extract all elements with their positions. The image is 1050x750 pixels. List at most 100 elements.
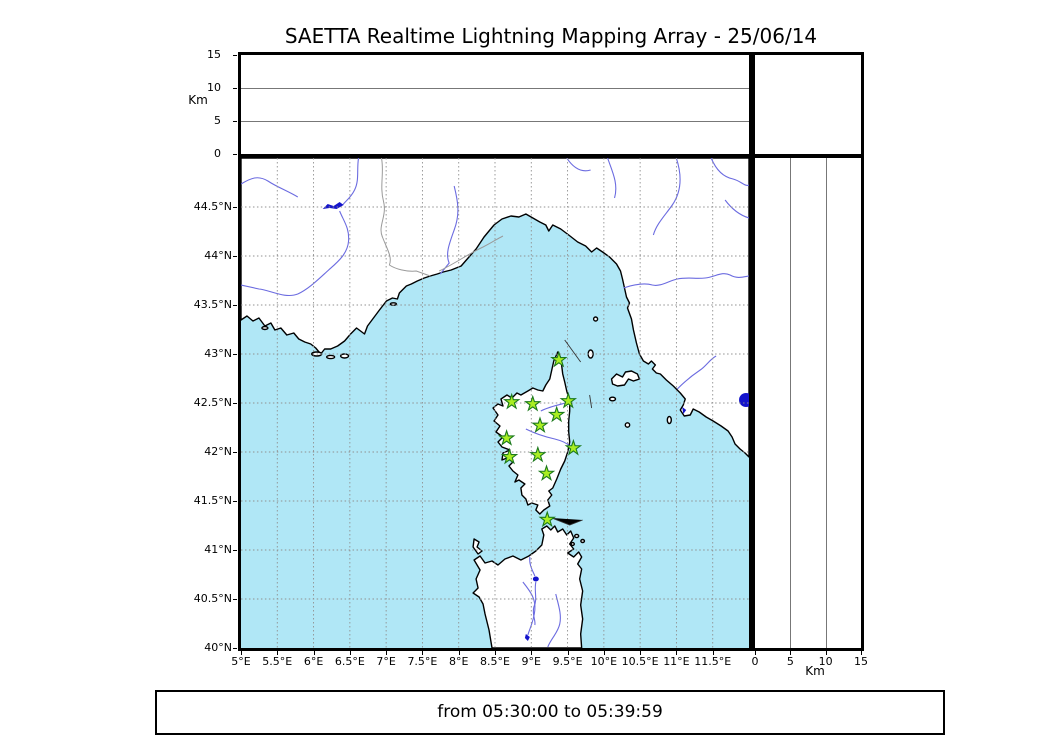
lake-omodeo [524,634,530,641]
river-ombrone [676,355,717,390]
station-marker-8 [564,438,583,456]
river-tavignano [525,428,571,447]
km-tick-label-right: 5 [786,655,794,668]
km-tick-top [233,88,237,89]
lat-tick [233,648,237,649]
sardinia-coast [472,525,584,648]
lon-tick [676,651,678,655]
lake-serre-poncon [322,202,344,209]
island-maddalena-3 [570,541,575,547]
lon-tick-label: 8.5°E [480,655,510,668]
river-arno [623,273,749,289]
altitude-latitude-panel [752,155,864,651]
island-gorgona [592,316,599,322]
rivers [241,158,749,648]
lat-tick-label: 44.5°N [193,200,232,213]
river-po-1 [566,158,591,172]
time-window-text: from 05:30:00 to 05:39:59 [437,702,663,722]
km-tick-right [755,651,756,655]
altitude-histogram-panel [752,52,864,157]
mainland-coast [241,158,749,458]
station-marker-3 [523,394,542,412]
river-po-4 [710,158,749,186]
km-tick-top [233,121,237,122]
km-gridline [825,158,827,648]
lon-tick [313,651,315,655]
lat-tick [233,550,237,551]
lon-tick [712,651,714,655]
station-marker-4 [559,391,578,409]
km-gridline [790,158,792,648]
river-rhone-tributary [241,177,299,198]
island-port-cros [325,354,336,360]
lat-tick [233,452,237,453]
island-maddalena-2 [580,538,586,544]
lma-stations [497,350,583,528]
km-tick-top [233,55,237,56]
time-window-box: from 05:30:00 to 05:39:59 [155,690,945,735]
lon-tick [531,651,533,655]
km-tick-label-top: 5 [214,114,221,127]
lagoon-orbetello [682,407,687,414]
lake-bolsena [739,393,749,407]
river-durance-upper [342,158,360,206]
lon-tick-label: 10.5°E [621,655,659,668]
river-durance [241,210,350,297]
km-tick-top [233,154,237,155]
lon-tick [241,651,242,655]
river-posada [547,593,561,648]
island-levant [339,353,350,359]
km-tick-label-right: 15 [854,655,868,668]
lake-coghinas [532,576,539,582]
km-tick-label-top: 15 [207,48,221,61]
lat-tick [233,256,237,257]
lat-tick-label: 42°N [204,445,232,458]
station-marker-10 [529,445,547,463]
island-asinara [472,538,483,555]
lon-tick-label: 11.5°E [694,655,732,668]
lon-tick [386,651,388,655]
graticule-grid [241,158,749,648]
station-marker-11 [537,464,556,482]
map-line-segments [551,339,593,526]
lon-tick-label: 6°E [303,655,324,668]
border-france-italy [380,158,431,277]
lon-tick [640,651,642,655]
lat-tick [233,354,237,355]
lakes [322,202,749,641]
km-tick-label-top: 10 [207,81,221,94]
river-po-2 [607,158,617,199]
lon-tick [349,651,351,655]
island-montecristo [624,422,631,428]
station-marker-2 [502,392,521,410]
island-giglio [666,415,673,425]
lat-tick-label: 44°N [204,249,232,262]
lat-tick-label: 40°N [204,641,232,654]
lon-tick-label: 5°E [231,655,251,668]
lon-tick [603,651,605,655]
river-po-5 [724,199,749,219]
km-axis-label-bottom: Km [805,664,825,678]
border-liguria [439,235,504,272]
island-pianosa [608,396,617,402]
station-marker-12 [538,510,557,528]
lat-tick [233,305,237,306]
lon-tick-label: 8°E [448,655,469,668]
km-tick-label-right: 10 [818,655,833,668]
lon-tick-label: 10°E [590,655,618,668]
map [241,158,749,648]
map-panel [238,155,752,651]
lon-tick-label: 9°E [521,655,541,668]
lon-tick [495,651,496,655]
river-var [439,185,459,275]
island-frioul [261,325,269,331]
lon-tick-label: 6.5°E [334,655,365,668]
island-elba [610,370,641,387]
island-maddalena-1 [573,533,580,539]
page-title: SAETTA Realtime Lightning Mapping Array … [284,24,818,48]
country-borders [380,158,504,277]
lat-tick [233,207,237,208]
lat-tick-label: 43.5°N [193,298,232,311]
station-marker-5 [547,405,566,423]
